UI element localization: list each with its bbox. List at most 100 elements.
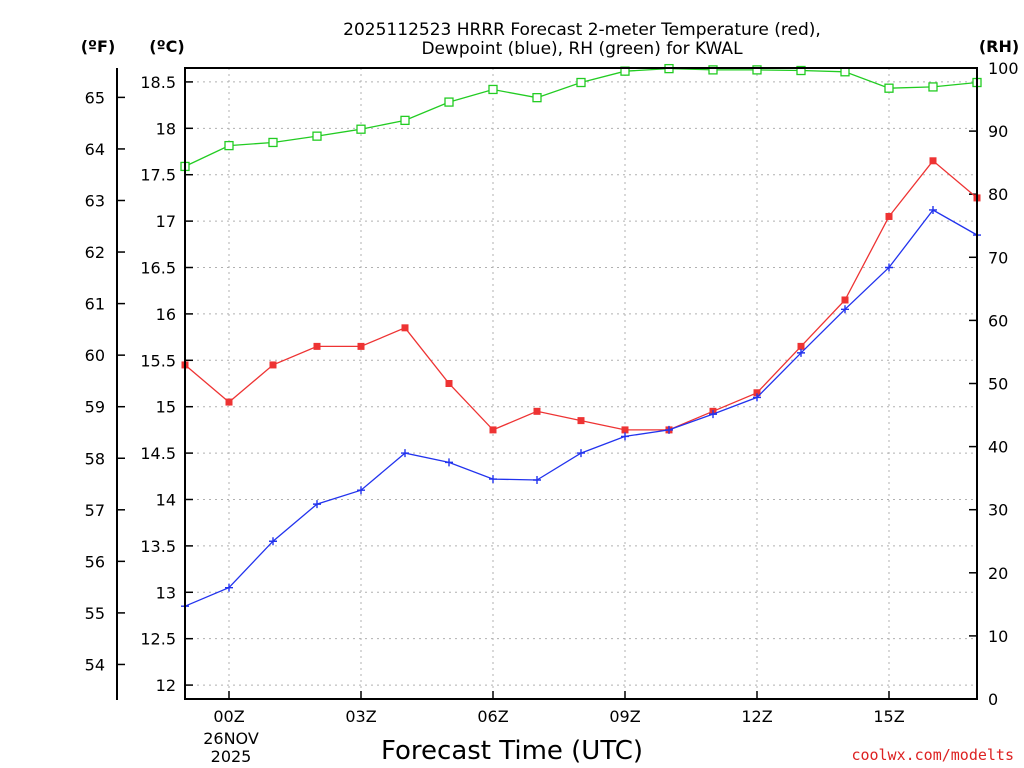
x-axis-title: Forecast Time (UTC) xyxy=(381,736,643,766)
celsius-tick-label: 16.5 xyxy=(140,259,176,278)
rh-point xyxy=(752,65,762,75)
time-tick-label: 06Z xyxy=(477,707,508,726)
time-tick-label: 12Z xyxy=(741,707,772,726)
temperature-point xyxy=(489,426,497,434)
temperature-point xyxy=(577,417,585,425)
celsius-tick-label: 14.5 xyxy=(140,444,176,463)
chart-title-line-2: Dewpoint (blue), RH (green) for KWAL xyxy=(421,39,743,59)
fahrenheit-axis-label: (ºF) xyxy=(81,37,116,56)
rh-point xyxy=(224,140,234,151)
rh-tick-label: 20 xyxy=(988,564,1008,583)
dewpoint-point xyxy=(841,305,849,314)
celsius-tick-label: 18 xyxy=(156,119,176,138)
rh-point xyxy=(356,124,366,134)
dewpoint-point xyxy=(313,500,321,509)
fahrenheit-tick-label: 54 xyxy=(85,655,105,674)
temperature-point xyxy=(753,389,761,397)
temperature-point xyxy=(841,296,849,304)
temperature-point xyxy=(929,157,937,165)
dewpoint-point xyxy=(269,537,277,546)
temperature-point xyxy=(621,426,629,434)
celsius-tick-label: 15 xyxy=(156,398,176,417)
rh-tick-label: 100 xyxy=(988,59,1019,78)
rh-point xyxy=(488,84,498,95)
fahrenheit-tick-label: 56 xyxy=(85,552,105,571)
time-axis: 00Z 03Z 06Z 09Z 12Z 15Z xyxy=(213,691,905,726)
dewpoint-point xyxy=(665,425,673,434)
temperature-point xyxy=(445,380,453,387)
time-tick-label: 15Z xyxy=(873,707,904,726)
fahrenheit-tick-label: 63 xyxy=(85,191,105,210)
dewpoint-line xyxy=(184,209,978,607)
fahrenheit-axis: 54 55 56 57 58 59 60 61 62 63 64 65 xyxy=(85,68,125,700)
fahrenheit-tick-label: 58 xyxy=(85,449,105,468)
rh-point xyxy=(400,115,410,126)
fahrenheit-tick-label: 59 xyxy=(85,398,105,417)
temperature-point xyxy=(401,324,409,332)
temperature-series xyxy=(181,157,981,434)
rh-point xyxy=(312,131,322,141)
dewpoint-point xyxy=(401,449,409,458)
dewpoint-point xyxy=(533,476,541,485)
dewpoint-point xyxy=(753,393,761,402)
temperature-point xyxy=(533,407,541,415)
rh-tick-label: 50 xyxy=(988,375,1008,394)
celsius-tick-label: 14 xyxy=(156,490,176,509)
temperature-point xyxy=(313,342,321,350)
celsius-tick-label: 16 xyxy=(156,305,176,324)
time-tick-label: 00Z xyxy=(213,707,244,726)
rh-point xyxy=(928,82,938,92)
dewpoint-point xyxy=(577,449,585,458)
rh-series xyxy=(180,63,982,172)
rh-tick-label: 40 xyxy=(988,438,1008,457)
rh-tick-label: 10 xyxy=(988,627,1008,646)
rh-tick-label: 70 xyxy=(988,248,1008,267)
temperature-point xyxy=(269,361,277,369)
celsius-tick-label: 13.5 xyxy=(140,537,176,556)
dewpoint-point xyxy=(445,458,453,467)
rh-axis-label: (RH) xyxy=(979,37,1019,56)
dewpoint-point xyxy=(225,583,233,592)
dewpoint-point xyxy=(797,348,805,357)
grid-lines xyxy=(185,68,977,699)
dewpoint-series xyxy=(181,205,981,611)
celsius-axis-label: (ºC) xyxy=(149,37,184,56)
rh-point xyxy=(576,77,586,88)
celsius-tick-label: 17 xyxy=(156,212,176,231)
fahrenheit-tick-label: 57 xyxy=(85,501,105,520)
temperature-point xyxy=(357,342,365,350)
dewpoint-point xyxy=(357,486,365,495)
dewpoint-point xyxy=(489,475,497,484)
rh-point xyxy=(884,83,894,93)
celsius-tick-label: 18.5 xyxy=(140,73,176,92)
fahrenheit-tick-label: 61 xyxy=(85,295,105,314)
celsius-tick-label: 12.5 xyxy=(140,630,176,649)
series-layer xyxy=(180,63,982,611)
celsius-tick-label: 13 xyxy=(156,583,176,602)
fahrenheit-tick-label: 55 xyxy=(85,604,105,623)
temperature-point xyxy=(797,342,805,350)
temperature-point xyxy=(885,212,893,220)
time-tick-label: 09Z xyxy=(609,707,640,726)
fahrenheit-tick-label: 65 xyxy=(85,88,105,107)
celsius-axis: 12 12.5 13 13.5 14 14.5 15 15.5 16 16.5 17 17.5 18 18… xyxy=(140,73,193,695)
dewpoint-point xyxy=(885,263,893,272)
celsius-tick-label: 17.5 xyxy=(140,166,176,185)
chart-title-line-1: 2025112523 HRRR Forecast 2-meter Tempera… xyxy=(343,20,821,40)
fahrenheit-tick-label: 64 xyxy=(85,140,105,159)
rh-point xyxy=(532,93,542,103)
date-label-year: 2025 xyxy=(211,747,252,766)
fahrenheit-tick-label: 60 xyxy=(85,346,105,365)
rh-tick-label: 90 xyxy=(988,122,1008,141)
temperature-line xyxy=(184,159,978,431)
rh-point xyxy=(708,65,718,75)
plot-frame xyxy=(184,67,978,700)
rh-tick-label: 30 xyxy=(988,501,1008,520)
temperature-point xyxy=(225,398,233,406)
source-credit: coolwx.com/modelts xyxy=(851,746,1014,764)
rh-tick-label: 80 xyxy=(988,185,1008,204)
rh-point xyxy=(268,137,278,148)
date-label-day: 26NOV xyxy=(203,729,259,748)
rh-axis: 0 10 20 30 40 50 60 70 80 90 100 xyxy=(969,59,1019,709)
